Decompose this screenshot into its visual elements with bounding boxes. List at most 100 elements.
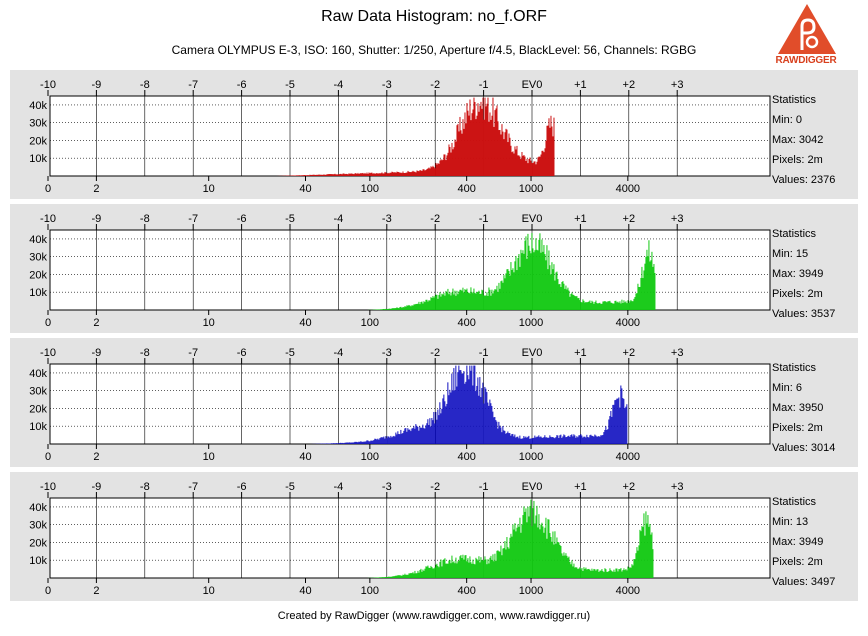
histogram-bar [519,517,521,578]
histogram-bar [447,563,449,578]
histogram-bar [468,379,470,444]
histogram-bar [424,170,426,176]
histogram-bar [397,575,399,578]
y-tick-label: 30k [29,520,47,532]
histogram-bar [522,438,524,444]
histogram-bar [377,173,379,176]
histogram-bar [484,97,486,176]
histogram-bar [598,571,600,578]
x-tick-label: 100 [361,451,379,463]
histogram-bar [407,574,409,578]
histogram-bar [404,306,406,310]
histogram-bar [326,174,328,176]
histogram-bar [365,441,367,444]
histogram-bar [440,413,442,444]
histogram-bar [523,155,525,176]
histogram-bar [613,404,615,444]
histogram-bar [459,556,461,578]
x-tick-label: 40 [299,183,311,195]
histogram-bar [403,307,405,310]
histogram-bar [446,403,448,444]
histogram-bar [556,271,558,310]
histogram-bar [643,513,645,578]
histogram-bar [588,437,590,444]
y-tick-label: 40k [29,368,47,380]
histogram-bar [456,563,458,578]
x-tick-label: 2 [93,183,99,195]
histogram-bar [419,170,421,176]
histogram-bar [639,286,641,310]
histogram-bar [606,429,608,444]
histogram-bar [395,575,397,578]
x-tick-label: 400 [457,317,475,329]
histogram-bar [436,419,438,444]
histogram-bar [386,438,388,444]
histogram-bar [333,174,335,176]
histogram-bar [481,388,483,444]
histogram-bar [582,570,584,578]
histogram-bar [481,108,483,176]
histogram-bar [527,506,529,578]
histogram-bar [646,523,648,578]
histogram-bar [428,300,430,310]
histogram-bar [352,173,354,176]
histogram-bar [360,441,362,444]
histogram-bar [564,555,566,578]
histogram-bar [567,436,569,444]
ev-tick-label: -7 [188,79,198,91]
ev-tick-label: -8 [140,481,150,493]
histogram-bar [448,395,450,444]
histogram-bar [463,292,465,310]
histogram-bar [587,436,589,444]
plot-area [49,497,771,579]
histogram-bar [577,298,579,310]
histogram-bar [500,134,502,176]
histogram-bar [479,377,481,444]
histogram-bar [560,545,562,578]
histogram-bar [379,309,381,310]
histogram-bar [394,308,396,310]
histogram-bar [564,288,566,310]
histogram-bar [370,172,372,176]
histogram-bar [418,430,420,444]
histogram-bar [586,302,588,310]
histogram-bar [487,559,489,578]
histogram-bar [495,108,497,176]
ev-tick-label: -10 [40,79,56,91]
ev-tick-label: +1 [574,481,587,493]
histogram-bar [503,430,505,444]
histogram-bar [431,567,433,578]
histogram-bar [446,563,448,578]
histogram-bar [433,411,435,444]
histogram-bar [653,263,655,310]
histogram-bar [338,443,340,444]
histogram-bar [484,295,486,310]
histogram-bar [619,301,621,310]
x-tick-label: 100 [361,317,379,329]
histogram-bar [460,130,462,176]
histogram-bar [451,555,453,578]
histogram-bar [597,436,599,444]
histogram-bar [520,532,522,578]
histogram-bar [523,506,525,578]
histogram-bar [458,291,460,310]
histogram-bar [465,381,467,444]
histogram-bar [625,406,627,444]
histogram-bar [620,568,622,578]
histogram-bar [457,294,459,310]
histogram-bar [538,435,540,444]
histogram-bar [494,110,496,176]
histogram-bar [604,429,606,444]
histogram-bar [367,173,369,176]
histogram-bar [404,172,406,176]
ev-tick-label: -1 [479,347,489,359]
histogram-bar [528,516,530,578]
histogram-bar [496,550,498,578]
y-tick-label: 20k [29,537,47,549]
histogram-bar [629,301,631,310]
histogram-bar [590,434,592,444]
histogram-bar [515,531,517,578]
histogram-bar [565,553,567,578]
histogram-bar [650,260,652,310]
histogram-bar [602,571,604,578]
